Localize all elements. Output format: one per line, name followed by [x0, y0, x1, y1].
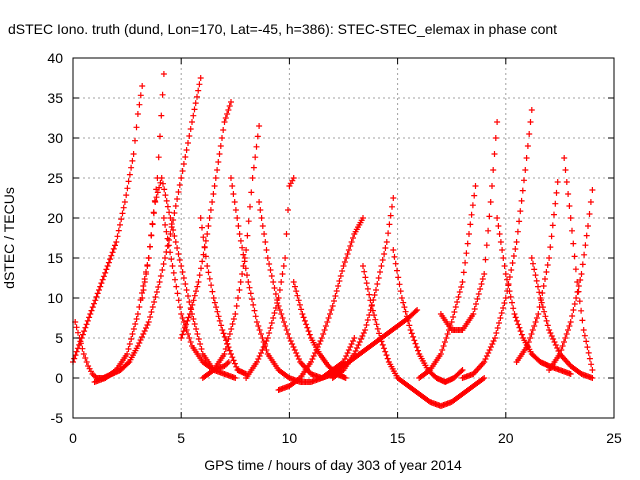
series-sat-9	[199, 123, 263, 381]
series-sat-4	[160, 215, 239, 381]
data-point-markers	[437, 119, 501, 333]
series-sat-11	[243, 175, 297, 381]
data-point-markers	[178, 99, 234, 341]
data-point-markers	[561, 155, 596, 373]
y-axis-title: dSTEC / TECUs	[1, 187, 17, 289]
chart-title: dSTEC Iono. truth (dund, Lon=170, Lat=-4…	[8, 21, 557, 37]
y-tick-label: -5	[51, 410, 64, 426]
series-sat-1	[70, 83, 146, 365]
series-sat-2	[139, 175, 232, 373]
data-point-markers	[416, 183, 479, 381]
data-point-markers	[70, 83, 146, 365]
data-point-markers	[360, 263, 488, 409]
data-point-markers	[197, 215, 250, 377]
x-tick-label: 20	[498, 430, 514, 446]
data-point-markers	[243, 175, 297, 381]
series-sat-18	[416, 183, 479, 381]
y-tick-label: 20	[47, 210, 63, 226]
x-tick-label: 5	[177, 430, 185, 446]
x-tick-label: 0	[69, 430, 77, 446]
y-tick-label: 40	[47, 50, 63, 66]
y-tick-label: 0	[55, 370, 63, 386]
series-sat-19	[437, 119, 501, 333]
x-axis-title: GPS time / hours of day 303 of year 2014	[204, 457, 462, 473]
axis-ticks: 0 5 10 15 20 25 -5 0 5 10 15 20 25 30 35 40	[47, 50, 622, 446]
series-sat-7	[178, 99, 234, 341]
data-point-markers	[390, 247, 466, 385]
y-tick-label: 5	[55, 330, 63, 346]
series-sat-13	[275, 215, 366, 393]
series-sat-17	[318, 307, 421, 381]
series-sat-6	[197, 215, 250, 377]
data-point-markers	[275, 215, 366, 393]
y-tick-label: 30	[47, 130, 63, 146]
y-tick-label: 15	[47, 250, 63, 266]
y-tick-label: 25	[47, 170, 63, 186]
series-sat-24	[561, 155, 596, 373]
data-point-markers	[546, 187, 596, 373]
x-tick-label: 10	[282, 430, 298, 446]
data-point-markers	[459, 107, 535, 381]
data-point-markers	[139, 175, 232, 373]
series-sat-5	[72, 75, 204, 381]
data-point-markers	[72, 75, 204, 381]
y-tick-label: 35	[47, 90, 63, 106]
plot-frame	[72, 57, 615, 419]
series-sat-23	[513, 179, 561, 365]
data-point-markers	[528, 255, 596, 381]
data-point-markers	[318, 307, 421, 381]
x-tick-label: 25	[606, 430, 622, 446]
series-sat-22	[528, 255, 596, 381]
series-sat-25	[546, 187, 596, 373]
series-sat-21	[459, 107, 535, 381]
data-point-markers	[513, 179, 561, 365]
data-point-markers	[160, 215, 239, 381]
data-points	[70, 71, 596, 409]
x-tick-label: 15	[390, 430, 406, 446]
y-tick-label: 10	[47, 290, 63, 306]
data-point-markers	[199, 123, 263, 381]
series-sat-14	[360, 263, 488, 409]
series-sat-16	[390, 247, 466, 385]
